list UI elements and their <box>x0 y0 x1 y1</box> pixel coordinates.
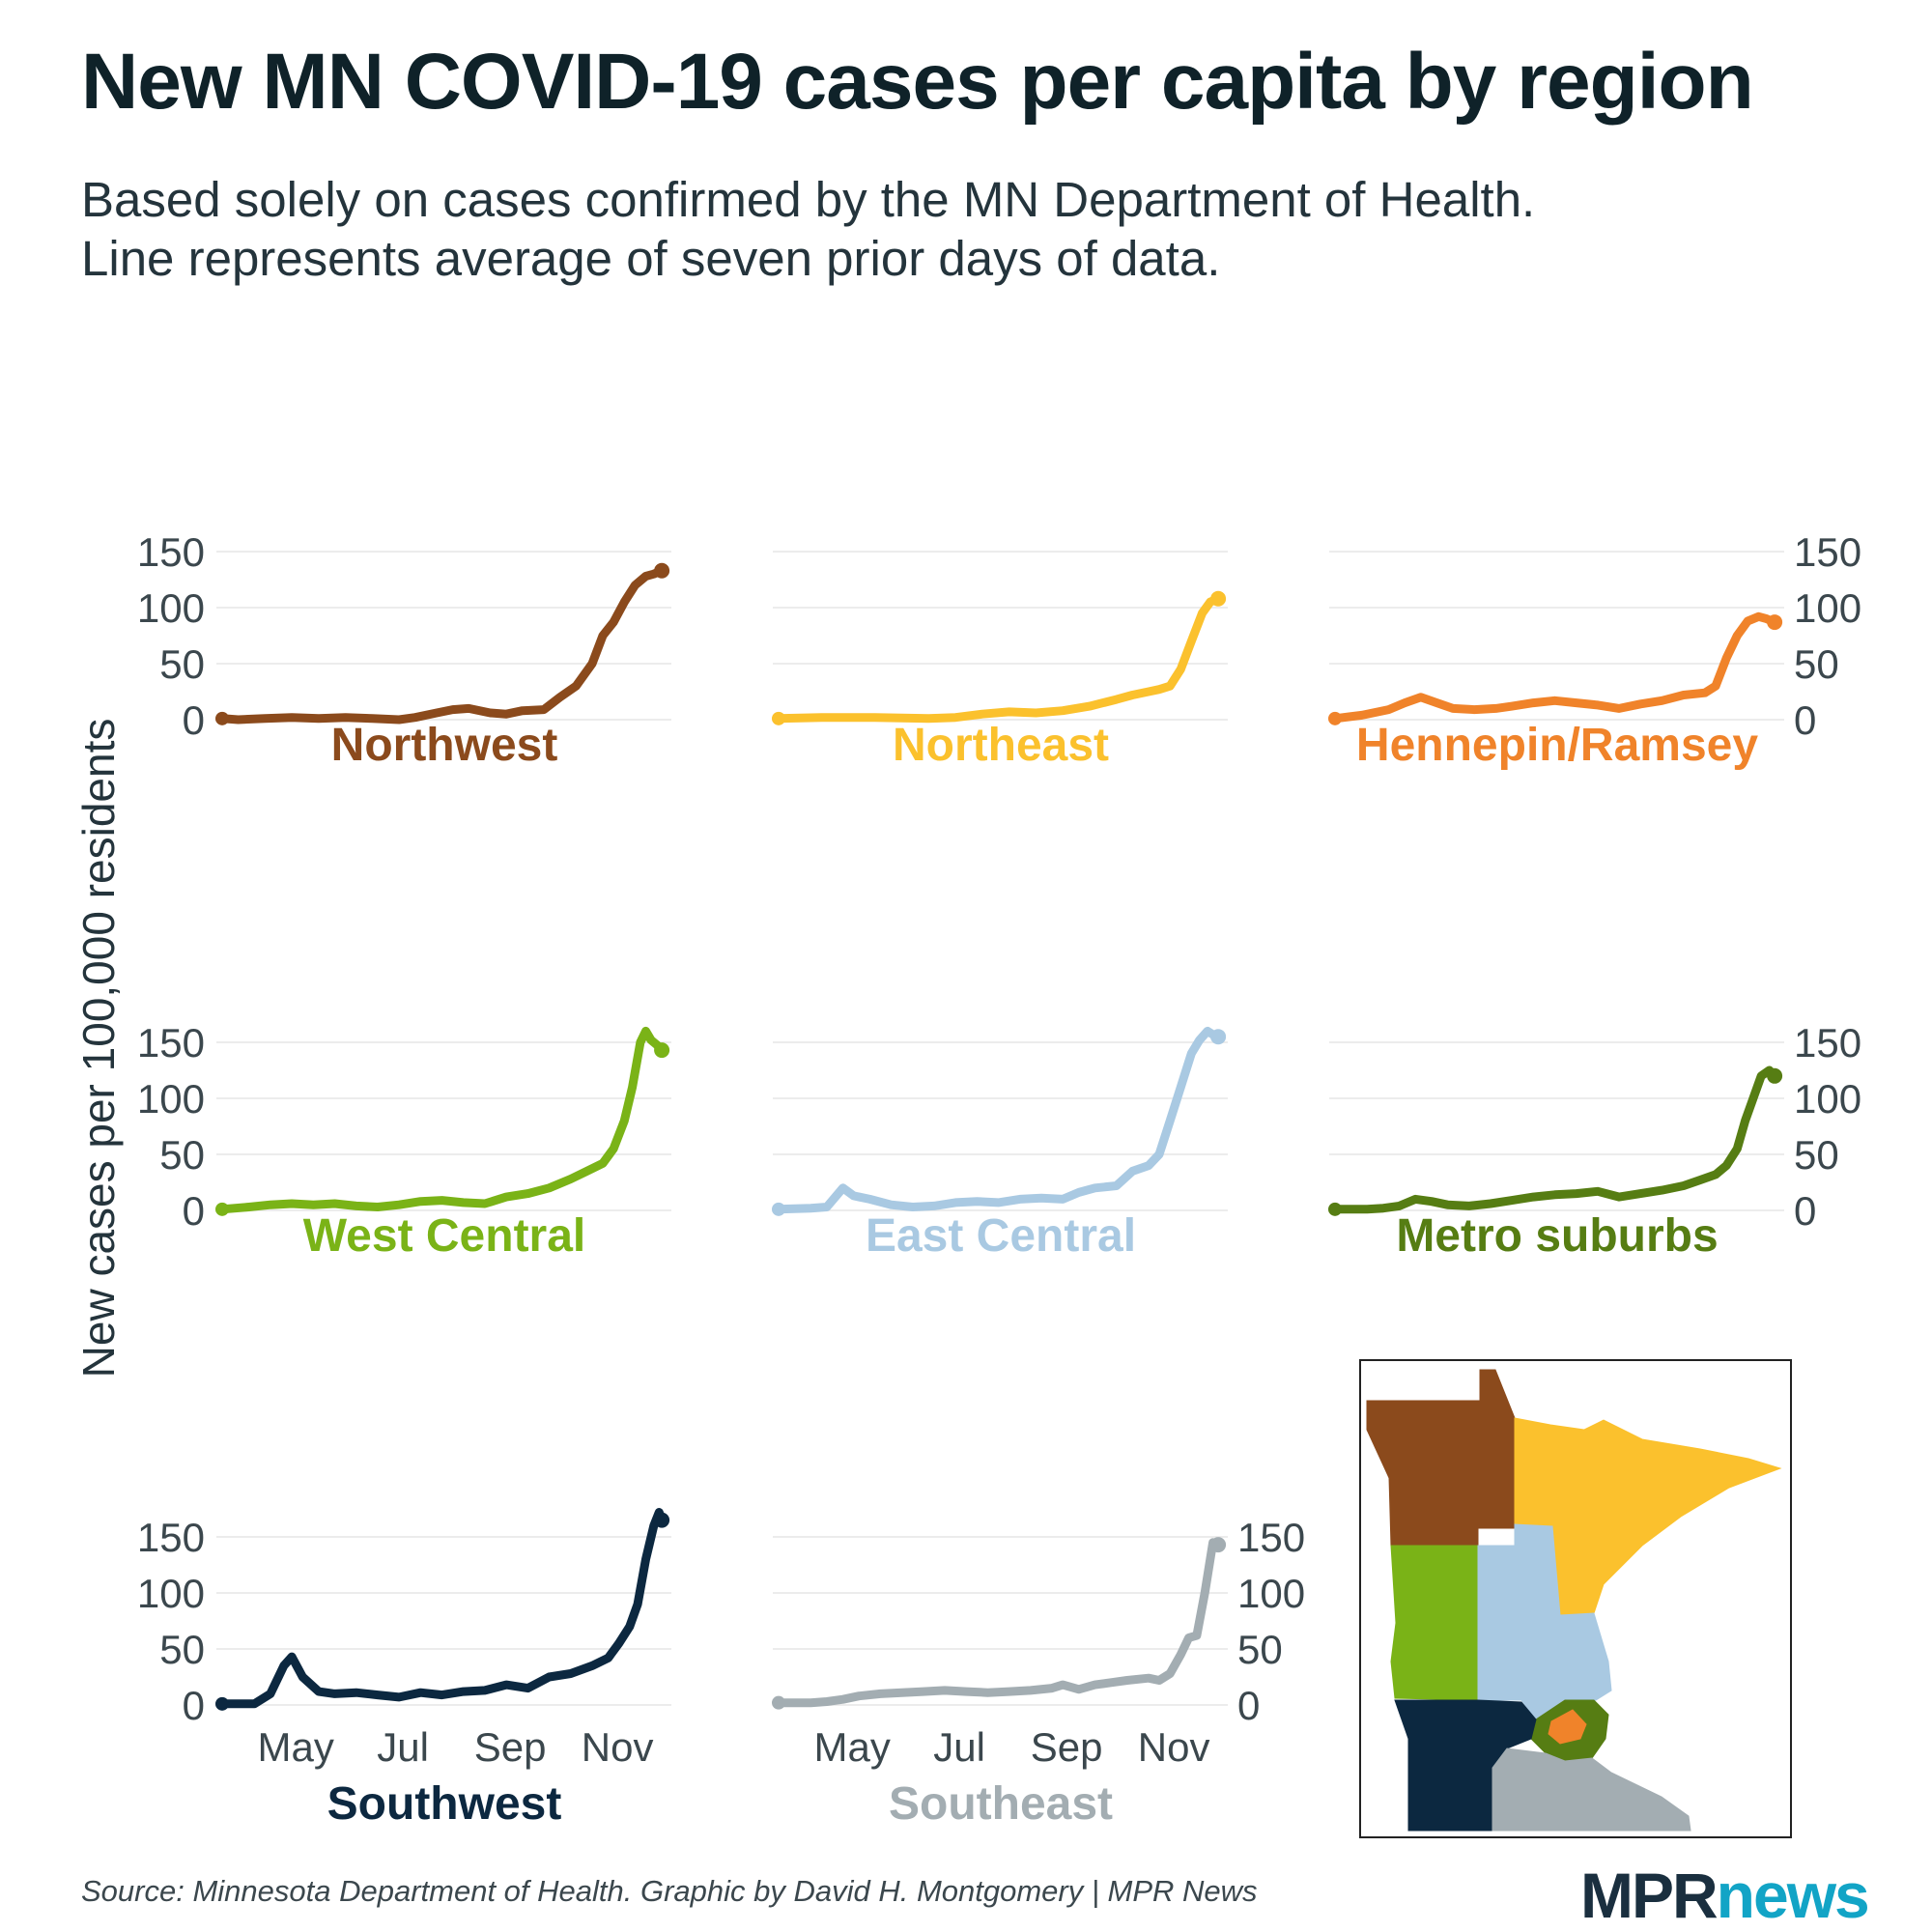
series-line-hennepin_ramsey <box>1330 611 1779 724</box>
x-tick-label: Nov <box>1138 1724 1210 1770</box>
series-start-point <box>772 1695 785 1710</box>
series-line-northeast <box>774 594 1223 724</box>
y-axis-label: New cases per 100,000 residents <box>73 719 124 1378</box>
y-tick-label: 50 <box>1794 641 1839 687</box>
page-title: New MN COVID-19 cases per capita by regi… <box>81 38 1754 126</box>
series-end-point <box>654 1042 670 1059</box>
y-tick-label: 150 <box>1794 1020 1861 1065</box>
series-end-point <box>1767 1067 1783 1084</box>
x-tick-label: May <box>813 1724 890 1770</box>
series-start-point <box>1328 711 1342 725</box>
y-tick-label: 0 <box>183 697 205 743</box>
source-note: Source: Minnesota Department of Health. … <box>81 1874 1258 1908</box>
series-line-west_central <box>217 1026 667 1214</box>
y-tick-label: 100 <box>137 1571 205 1616</box>
y-tick-label: 0 <box>1237 1683 1260 1728</box>
y-tick-label: 100 <box>137 585 205 631</box>
y-tick-label: 50 <box>159 1627 205 1672</box>
x-tick-label: Sep <box>474 1724 547 1770</box>
panel-label-hennepin_ramsey: Hennepin/Ramsey <box>1356 720 1758 771</box>
panel-label-northwest: Northwest <box>331 720 558 771</box>
y-tick-label: 150 <box>137 529 205 575</box>
subtitle-line-1: Based solely on cases confirmed by the M… <box>81 172 1536 227</box>
series-start-point <box>772 1202 785 1216</box>
series-start-point <box>215 711 229 725</box>
series-start-point <box>1328 1202 1342 1216</box>
y-tick-label: 100 <box>1237 1571 1305 1616</box>
series-line-southeast <box>774 1538 1223 1708</box>
series-end-point <box>1767 614 1783 631</box>
panel-label-southwest: Southwest <box>327 1778 562 1830</box>
mpr-news-logo: MPRnews <box>1580 1859 1870 1932</box>
y-tick-label: 0 <box>183 1188 205 1234</box>
y-tick-label: 100 <box>1794 585 1861 631</box>
y-tick-label: 50 <box>1237 1627 1283 1672</box>
series-line-northwest <box>217 566 667 724</box>
series-end-point <box>1210 1029 1227 1045</box>
panel-label-northeast: Northeast <box>893 720 1109 771</box>
map-region-hennepin_ramsey <box>1548 1709 1587 1745</box>
logo-mpr: MPR <box>1580 1860 1719 1931</box>
subtitle: Based solely on cases confirmed by the M… <box>81 170 1535 288</box>
series-end-point <box>654 1512 670 1528</box>
map-region-southeast <box>1492 1747 1691 1832</box>
series-line-southwest <box>217 1508 667 1709</box>
y-tick-label: 0 <box>1794 1188 1816 1234</box>
panel-label-southeast: Southeast <box>889 1778 1113 1830</box>
series-line-east_central <box>774 1026 1223 1214</box>
y-tick-label: 50 <box>159 641 205 687</box>
x-tick-label: May <box>257 1724 333 1770</box>
y-tick-label: 150 <box>1794 529 1861 575</box>
map-region-west_central <box>1390 1545 1479 1701</box>
y-tick-label: 50 <box>1794 1132 1839 1178</box>
panel-label-metro_suburbs: Metro suburbs <box>1396 1210 1718 1262</box>
map-inset-frame <box>1359 1359 1792 1838</box>
series-start-point <box>772 711 785 725</box>
series-end-point <box>1210 590 1227 607</box>
y-tick-label: 0 <box>1794 697 1816 743</box>
series-end-point <box>1210 1537 1227 1553</box>
series-line-metro_suburbs <box>1330 1065 1779 1214</box>
panel-label-east_central: East Central <box>866 1210 1136 1262</box>
y-tick-label: 150 <box>137 1020 205 1065</box>
y-tick-label: 100 <box>137 1076 205 1122</box>
series-start-point <box>215 1202 229 1216</box>
y-tick-label: 0 <box>183 1683 205 1728</box>
map-region-east_central <box>1477 1523 1612 1720</box>
x-tick-label: Jul <box>933 1724 985 1770</box>
logo-news: news <box>1716 1860 1870 1931</box>
series-end-point <box>654 562 670 579</box>
series-start-point <box>215 1696 229 1711</box>
y-tick-label: 50 <box>159 1132 205 1178</box>
x-tick-label: Nov <box>582 1724 654 1770</box>
subtitle-line-2: Line represents average of seven prior d… <box>81 231 1221 286</box>
y-tick-label: 100 <box>1794 1076 1861 1122</box>
x-tick-label: Sep <box>1031 1724 1103 1770</box>
x-tick-label: Jul <box>377 1724 429 1770</box>
y-tick-label: 150 <box>137 1515 205 1560</box>
y-tick-label: 150 <box>1237 1515 1305 1560</box>
panel-label-west_central: West Central <box>303 1210 586 1262</box>
map-region-northwest <box>1366 1369 1516 1547</box>
